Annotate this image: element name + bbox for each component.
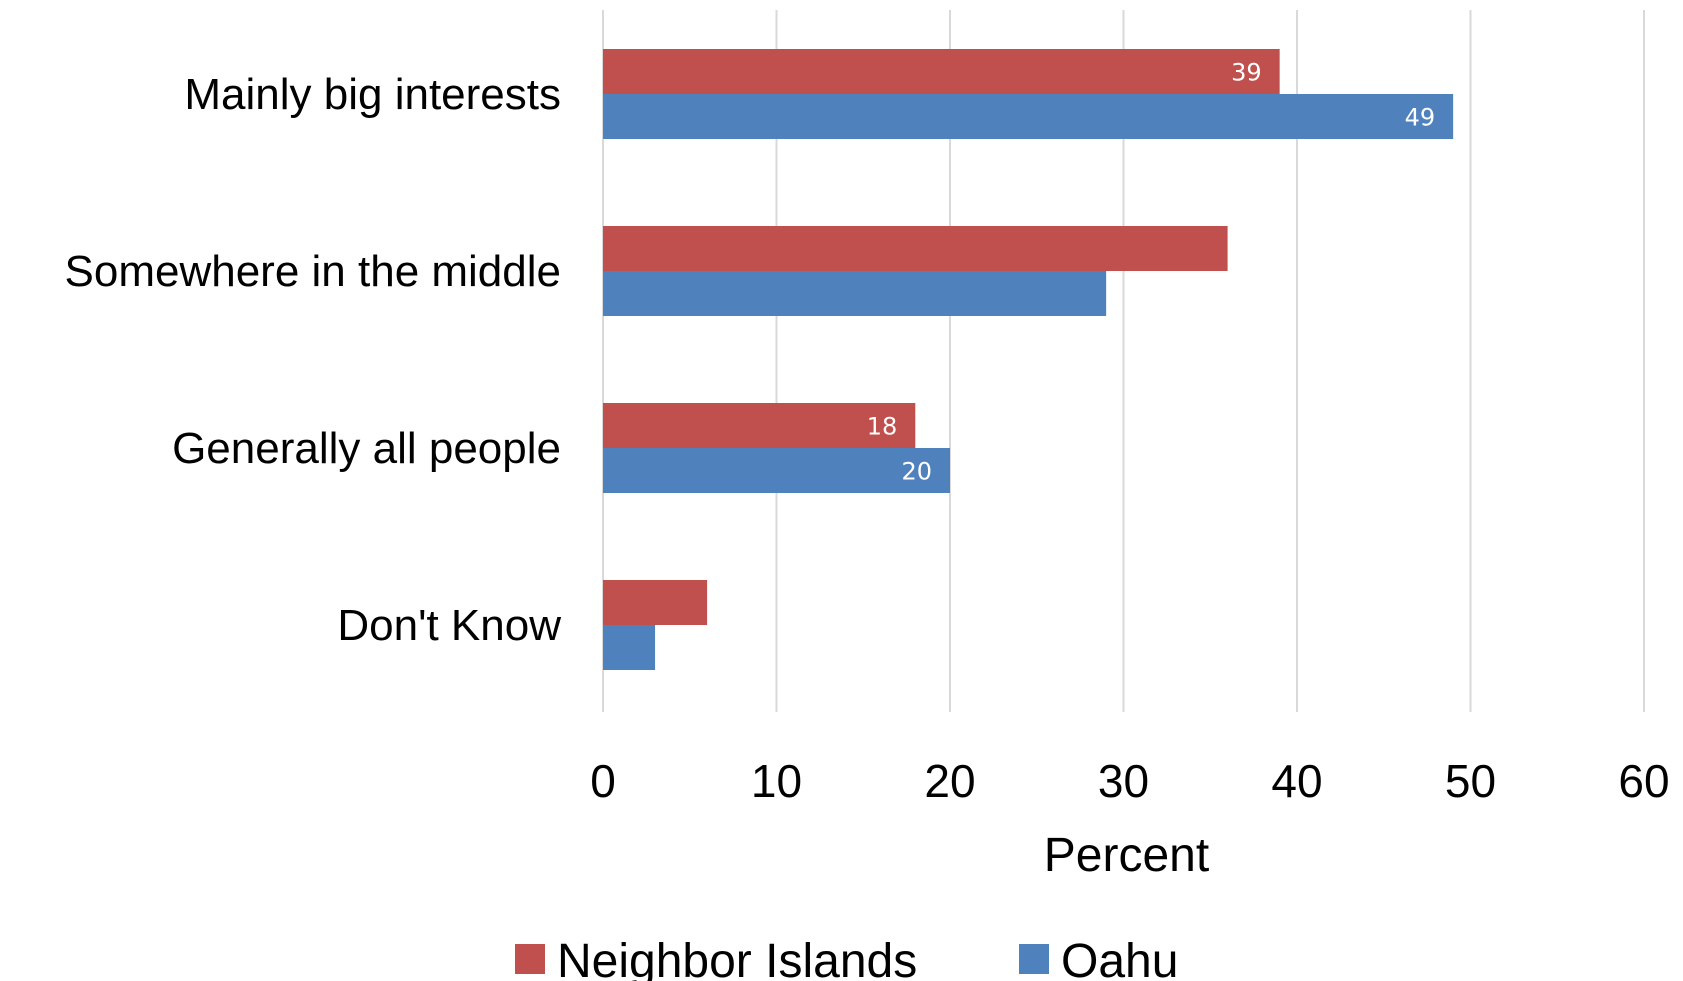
data-label: 39	[1231, 59, 1262, 87]
x-tick-label: 0	[590, 755, 616, 807]
legend-label: Oahu	[1061, 935, 1178, 981]
legend-swatch	[515, 944, 545, 974]
legend: Neighbor Islands Oahu	[515, 935, 1178, 981]
legend-swatch	[1019, 944, 1049, 974]
x-axis-title: Percent	[1044, 829, 1209, 882]
bar-neighbor-islands	[603, 226, 1228, 271]
bar-oahu	[603, 448, 950, 493]
bar-oahu	[603, 271, 1107, 316]
data-label: 49	[1405, 104, 1436, 132]
bar-oahu	[603, 625, 656, 670]
data-label: 18	[867, 413, 898, 441]
x-tick-label: 30	[1098, 755, 1149, 807]
x-tick-label: 50	[1445, 755, 1496, 807]
category-labels: Mainly big interests Somewhere in the mid…	[65, 70, 562, 650]
bar-neighbor-islands	[603, 403, 916, 448]
x-tick-label: 10	[751, 755, 802, 807]
bar-neighbor-islands	[603, 49, 1280, 94]
bar-oahu	[603, 94, 1454, 139]
category-label: Don't Know	[337, 601, 561, 650]
bars	[603, 49, 1454, 670]
x-tick-labels: 0 10 20 30 40 50 60	[590, 755, 1669, 807]
bar-neighbor-islands	[603, 580, 708, 625]
x-tick-label: 20	[924, 755, 975, 807]
category-label: Somewhere in the middle	[65, 247, 561, 296]
category-label: Generally all people	[172, 424, 561, 473]
data-label: 20	[901, 458, 932, 486]
legend-label: Neighbor Islands	[557, 935, 917, 981]
x-tick-label: 40	[1271, 755, 1322, 807]
category-label: Mainly big interests	[184, 70, 561, 119]
x-tick-label: 60	[1618, 755, 1669, 807]
